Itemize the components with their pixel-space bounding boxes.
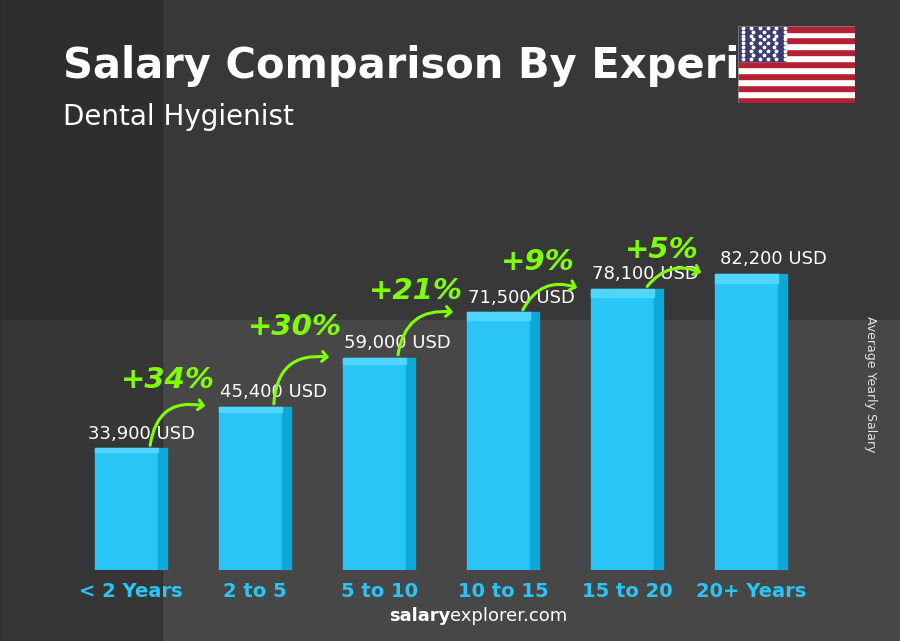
Bar (158, 448, 167, 570)
Bar (738, 26, 785, 61)
Bar (530, 312, 539, 570)
Text: +5%: +5% (625, 236, 698, 263)
Bar (220, 406, 283, 570)
Bar (343, 358, 406, 570)
Bar (283, 406, 291, 570)
Text: salary: salary (389, 607, 450, 625)
Bar (738, 97, 855, 103)
Bar (406, 358, 415, 570)
Bar (738, 55, 855, 61)
Text: 82,200 USD: 82,200 USD (720, 251, 827, 269)
Bar (778, 274, 787, 570)
Bar (220, 406, 283, 412)
Text: 33,900 USD: 33,900 USD (88, 425, 194, 443)
Bar (95, 448, 158, 452)
Text: +34%: +34% (122, 365, 215, 394)
Text: +9%: +9% (500, 248, 574, 276)
Text: 71,500 USD: 71,500 USD (468, 289, 575, 307)
Bar (738, 31, 855, 37)
Bar (591, 288, 654, 570)
Bar (0, 0, 162, 641)
Text: Dental Hygienist: Dental Hygienist (63, 103, 294, 131)
Text: +21%: +21% (369, 277, 464, 305)
Text: +30%: +30% (248, 313, 342, 341)
Bar (738, 85, 855, 91)
Bar (738, 73, 855, 79)
Bar (738, 91, 855, 97)
Bar (715, 274, 778, 570)
Bar (738, 79, 855, 85)
Bar (715, 274, 778, 283)
Bar (738, 37, 855, 44)
Bar (343, 358, 406, 364)
Bar (654, 288, 662, 570)
Bar (467, 312, 530, 570)
Text: explorer.com: explorer.com (450, 607, 567, 625)
Bar (738, 26, 855, 31)
Bar (738, 67, 855, 73)
Text: 78,100 USD: 78,100 USD (592, 265, 699, 283)
Bar (95, 448, 158, 570)
Bar (591, 288, 654, 297)
Bar (738, 49, 855, 55)
Text: Average Yearly Salary: Average Yearly Salary (865, 317, 878, 453)
Text: 59,000 USD: 59,000 USD (345, 334, 451, 352)
Text: Salary Comparison By Experience: Salary Comparison By Experience (63, 45, 850, 87)
Bar (467, 312, 530, 320)
Bar (738, 61, 855, 67)
Text: 45,400 USD: 45,400 USD (220, 383, 328, 401)
Bar (738, 44, 855, 49)
